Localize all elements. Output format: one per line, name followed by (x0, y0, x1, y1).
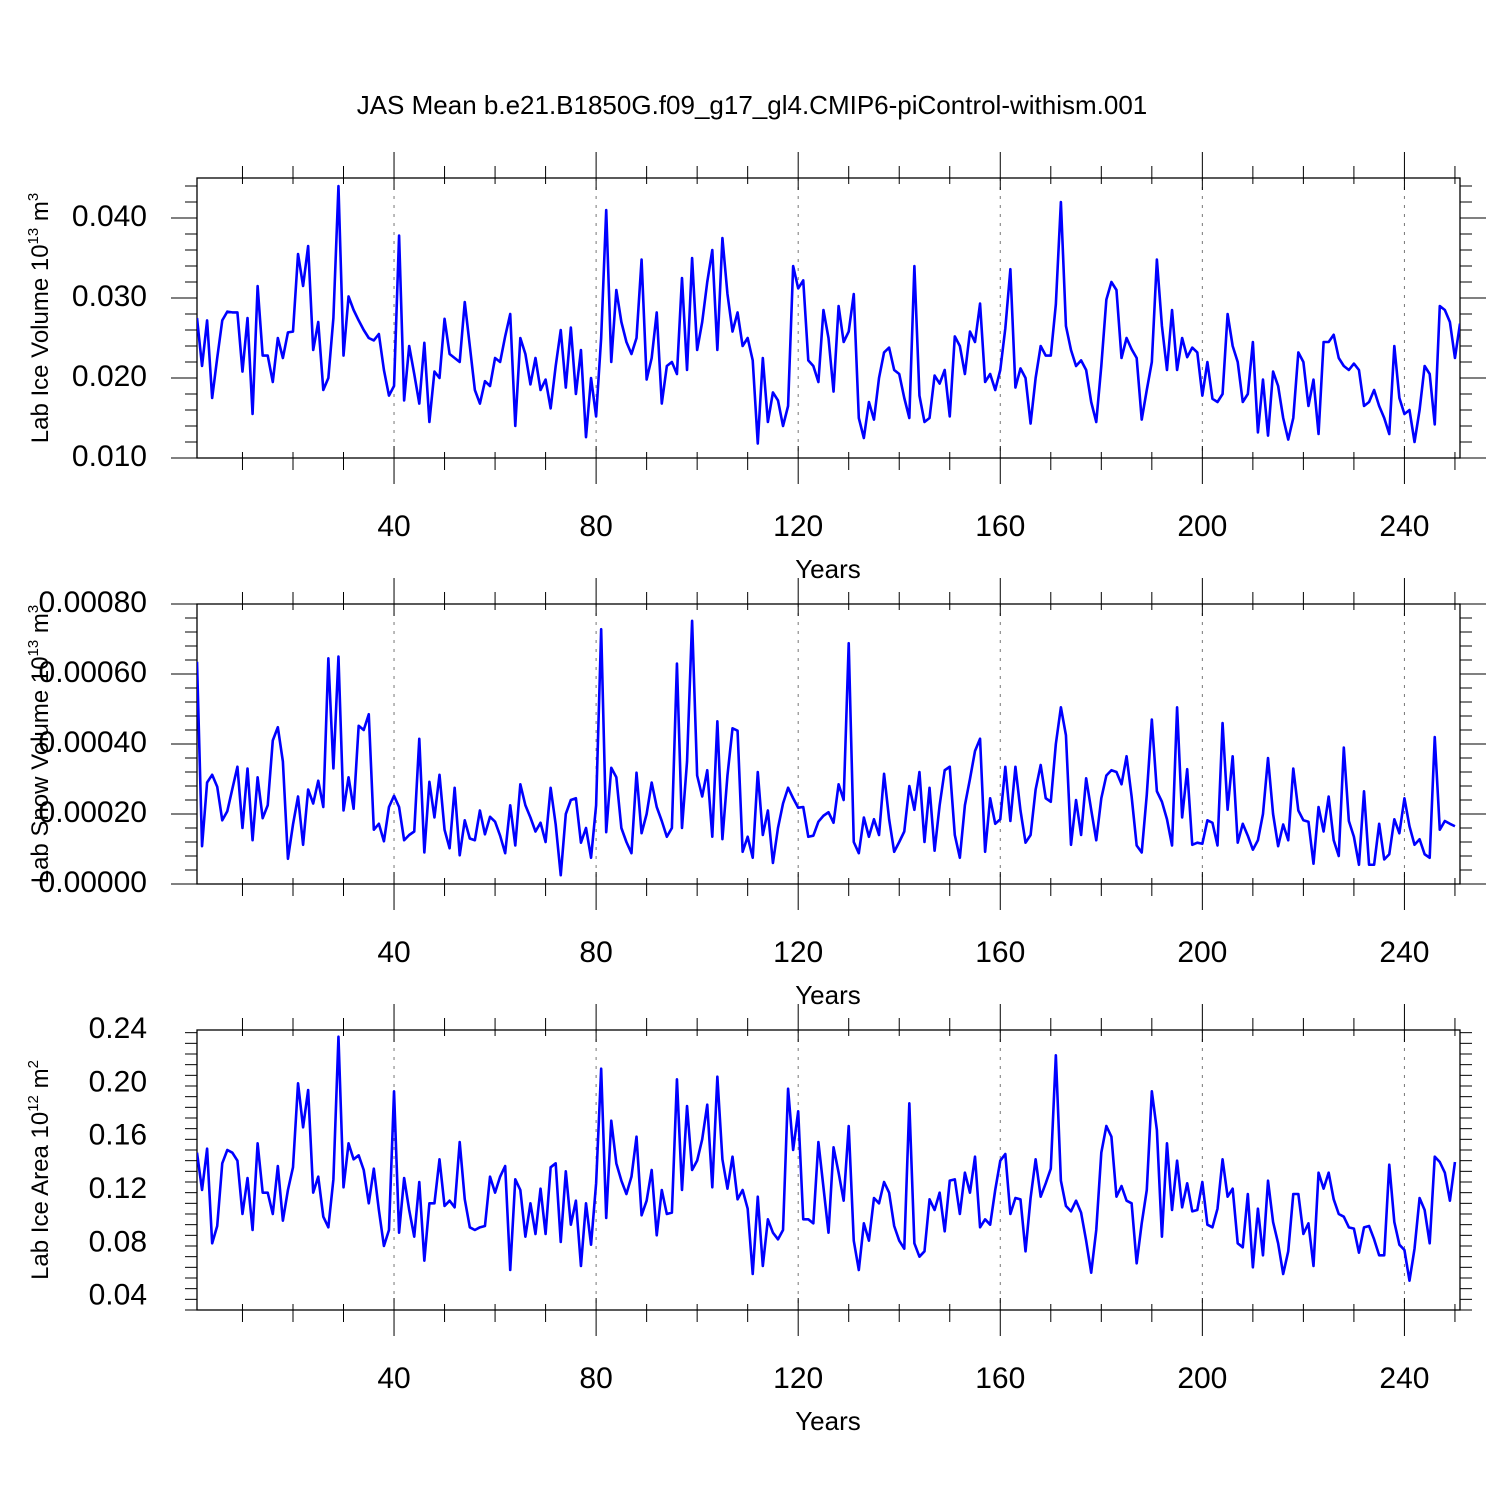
y-tick-label: 0.00000 (39, 866, 147, 899)
y-tick-label: 0.00020 (39, 796, 147, 829)
y-axis-label: Lab Ice Area 1012 m2 (25, 1060, 54, 1280)
x-tick-label: 160 (975, 510, 1025, 543)
series-line (197, 1035, 1457, 1282)
panel-3: 0.04 0.08 0.12 0.16 0.20 0.24 40 80 120 160 200 240… (25, 1004, 1472, 1436)
panel-1: 0.010 0.020 0.030 0.040 40 80 120 160 200 240 Year… (25, 152, 1486, 584)
y-tick-label: 0.24 (89, 1012, 147, 1045)
y-tick-label: 0.020 (72, 360, 147, 393)
y-tick-label: 0.08 (89, 1225, 147, 1258)
x-tick-label: 120 (773, 510, 823, 543)
x-tick-label: 200 (1177, 936, 1227, 969)
x-axis-label: Years (795, 554, 861, 584)
x-tick-label: 240 (1379, 510, 1429, 543)
series-line (197, 619, 1456, 877)
plot-frame (196, 603, 1461, 885)
x-tick-label: 40 (377, 510, 410, 543)
x-tick-label: 200 (1177, 1362, 1227, 1395)
x-tick-label: 240 (1379, 1362, 1429, 1395)
x-tick-label: 120 (773, 936, 823, 969)
y-tick-label: 0.20 (89, 1065, 147, 1098)
panel-2: 0.00000 0.00020 0.00040 0.00060 0.00080 40 80 1… (25, 578, 1486, 1010)
x-tick-label: 160 (975, 1362, 1025, 1395)
y-tick-label: 0.030 (72, 280, 147, 313)
series-line (197, 184, 1460, 445)
y-tick-label: 0.04 (89, 1279, 147, 1312)
figure-title: JAS Mean b.e21.B1850G.f09_g17_gl4.CMIP6-… (357, 90, 1148, 120)
y-tick-label: 0.010 (72, 440, 147, 473)
x-tick-label: 200 (1177, 510, 1227, 543)
x-tick-label: 40 (377, 1362, 410, 1395)
y-tick-label: 0.00040 (39, 726, 147, 759)
x-axis-label: Years (795, 980, 861, 1010)
y-axis-label: Lab Snow Volume 1013 m3 (25, 605, 54, 884)
x-tick-label: 40 (377, 936, 410, 969)
x-tick-label: 80 (579, 1362, 612, 1395)
x-tick-label: 80 (579, 936, 612, 969)
y-axis-label: Lab Ice Volume 1013 m3 (25, 193, 54, 444)
plot-frame (196, 1029, 1461, 1311)
y-tick-label: 0.12 (89, 1172, 147, 1205)
x-tick-label: 240 (1379, 936, 1429, 969)
x-tick-label: 80 (579, 510, 612, 543)
x-axis-label: Years (795, 1406, 861, 1436)
y-tick-label: 0.040 (72, 200, 147, 233)
y-tick-label: 0.00060 (39, 656, 147, 689)
y-tick-label: 0.16 (89, 1119, 147, 1152)
panels: 0.010 0.020 0.030 0.040 40 80 120 160 200 240 Year… (25, 152, 1486, 1436)
x-tick-label: 120 (773, 1362, 823, 1395)
x-tick-label: 160 (975, 936, 1025, 969)
y-tick-label: 0.00080 (39, 586, 147, 619)
